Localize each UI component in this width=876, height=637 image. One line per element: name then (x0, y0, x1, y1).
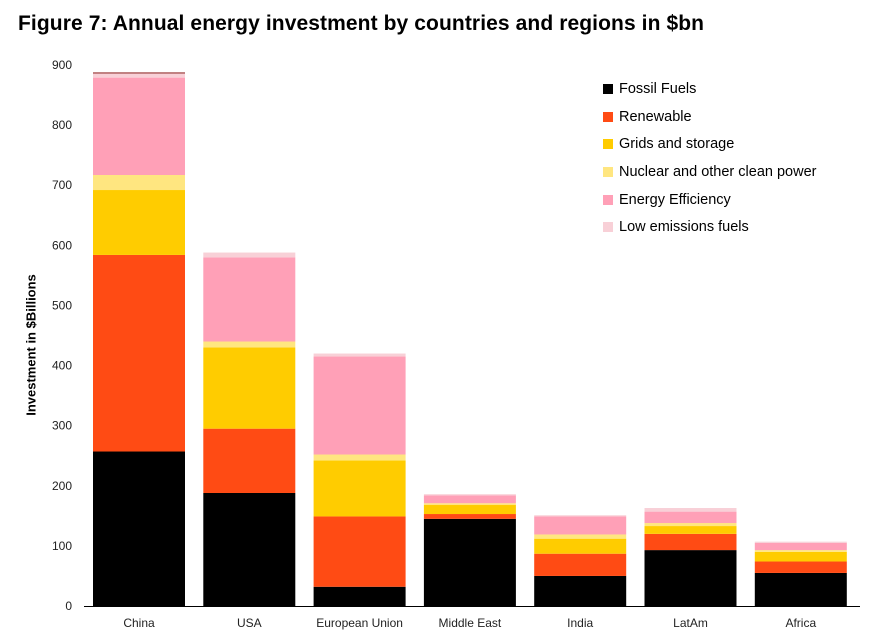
legend-item: Low emissions fuels (603, 213, 816, 241)
bar-segment-nuclear-and-other-clean-power (754, 550, 847, 552)
bar-segment-fossil-fuels (754, 572, 847, 606)
bar-segment-grids-and-storage (754, 551, 847, 562)
bar-segment-low-emissions-fuels (313, 353, 406, 357)
legend-swatch (603, 194, 613, 205)
legend-item: Renewable (603, 103, 816, 131)
bar-segment-nuclear-and-other-clean-power (423, 503, 516, 506)
bar-segment-fossil-fuels (203, 492, 296, 606)
bar-segment-renewable (644, 533, 737, 551)
bar-segment-energy-efficiency (203, 257, 296, 342)
y-tick-label: 900 (52, 58, 72, 72)
bar-segment-low-emissions-fuels (93, 73, 185, 78)
x-tick-label: USA (237, 616, 262, 630)
bar-segment-fossil-fuels (644, 550, 737, 606)
x-tick-label: Middle East (439, 616, 502, 630)
bar-segment-nuclear-and-other-clean-power (203, 341, 296, 348)
legend-label: Nuclear and other clean power (619, 163, 817, 180)
legend-item: Energy Efficiency (603, 186, 816, 214)
legend-label: Energy Efficiency (619, 191, 731, 208)
y-tick-label: 400 (52, 359, 72, 373)
legend-label: Low emissions fuels (619, 219, 749, 236)
bar-segment-fossil-fuels (93, 451, 185, 606)
legend-swatch (603, 83, 613, 94)
legend-label: Renewable (619, 108, 692, 125)
y-tick-label: 200 (52, 479, 72, 493)
bar-segment-low-emissions-fuels (203, 252, 296, 258)
x-tick-label: LatAm (673, 616, 708, 630)
legend-swatch (603, 222, 613, 233)
x-tick-label: India (567, 616, 593, 630)
y-tick-label: 300 (52, 419, 72, 433)
chart-title: Figure 7: Annual energy investment by co… (18, 12, 705, 35)
bar-segment-renewable (754, 561, 847, 573)
legend: Fossil Fuels Renewable Grids and storage Nu… (603, 75, 816, 241)
bar-segment-nuclear-and-other-clean-power (313, 454, 406, 461)
legend-swatch (603, 166, 613, 177)
bar-segment-renewable (203, 428, 296, 493)
bar-segment-grids-and-storage (203, 347, 296, 429)
legend-label: Fossil Fuels (619, 80, 697, 97)
bar-top-line (93, 72, 185, 74)
legend-swatch (603, 111, 613, 122)
y-tick-label: 100 (52, 539, 72, 553)
bar-segment-nuclear-and-other-clean-power (534, 534, 627, 539)
bar-segment-energy-efficiency (644, 511, 737, 524)
bar-segment-low-emissions-fuels (754, 541, 847, 543)
bar-segment-fossil-fuels (534, 575, 627, 606)
bar-segment-grids-and-storage (423, 505, 516, 515)
bar-segment-renewable (313, 516, 406, 587)
x-tick-label: China (123, 616, 155, 630)
legend-item: Nuclear and other clean power (603, 158, 816, 186)
bar-segment-energy-efficiency (93, 77, 185, 176)
bar-segment-energy-efficiency (534, 516, 627, 535)
x-tick-label: European Union (316, 616, 403, 630)
legend-label: Grids and storage (619, 136, 735, 153)
bar-segment-grids-and-storage (93, 190, 185, 255)
bar-segment-grids-and-storage (644, 526, 737, 534)
bar-segment-energy-efficiency (423, 495, 516, 504)
bar-segment-energy-efficiency (313, 356, 406, 455)
bar-segment-renewable (93, 254, 185, 452)
y-tick-label: 0 (65, 599, 72, 613)
bar-segment-renewable (423, 514, 516, 519)
y-tick-label: 600 (52, 238, 72, 252)
bar-segment-renewable (534, 553, 627, 576)
bar-segment-energy-efficiency (754, 542, 847, 551)
y-tick-label: 700 (52, 178, 72, 192)
y-tick-label: 800 (52, 118, 72, 132)
bar-segment-grids-and-storage (313, 460, 406, 517)
legend-swatch (603, 139, 613, 150)
bar-segment-low-emissions-fuels (534, 515, 627, 517)
x-tick-label: Africa (785, 616, 816, 630)
bar-segment-low-emissions-fuels (423, 494, 516, 496)
bar-segment-low-emissions-fuels (644, 508, 737, 512)
bar-segment-nuclear-and-other-clean-power (93, 175, 185, 191)
bar-segment-nuclear-and-other-clean-power (644, 523, 737, 527)
legend-item: Grids and storage (603, 130, 816, 158)
legend-item: Fossil Fuels (603, 75, 816, 103)
bar-segment-fossil-fuels (313, 586, 406, 606)
bar-segment-fossil-fuels (423, 518, 516, 606)
y-tick-label: 500 (52, 298, 72, 312)
bar-segment-grids-and-storage (534, 538, 627, 554)
